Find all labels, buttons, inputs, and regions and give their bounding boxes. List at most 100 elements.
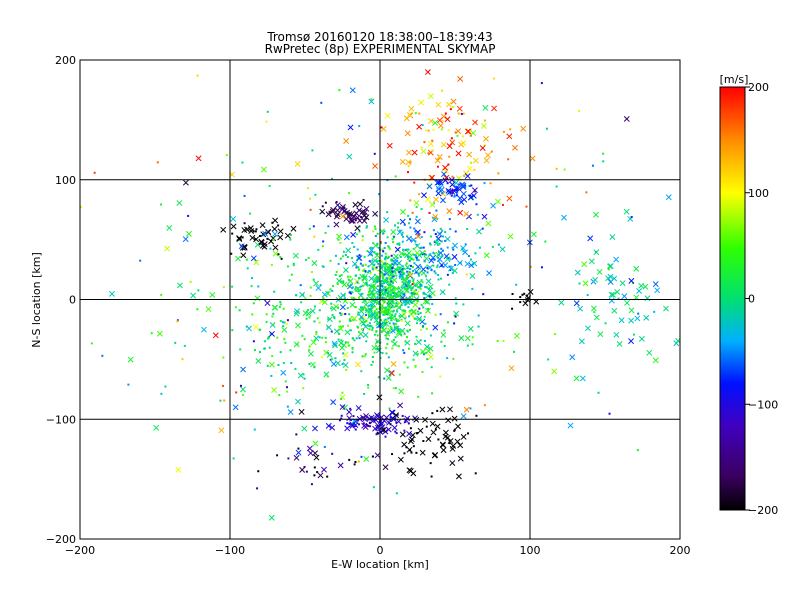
data-point-cross [567,422,574,429]
data-point-dot [346,256,349,259]
data-point-dot [318,336,321,339]
data-point-cross [584,325,591,332]
x-tick-label: 0 [377,544,384,557]
colorbar-tick-label: 200 [748,81,769,94]
data-point-dot [351,291,354,294]
data-point-cross [442,164,449,171]
data-point-dot [382,311,385,314]
data-point-dot [387,256,390,259]
data-point-dot [376,278,379,281]
data-point-cross [253,324,259,330]
data-point-dot [318,309,321,312]
data-point-cross [561,214,567,221]
data-point-dot [327,291,330,294]
data-point-cross [429,420,436,427]
data-point-dot [313,320,316,323]
data-point-dot [368,292,371,295]
data-point-dot [349,292,352,295]
data-point-dot [354,274,357,277]
data-point-dot [367,383,370,386]
data-point-dot [423,141,426,144]
data-point-cross [246,325,253,332]
data-point-dot [361,306,364,309]
data-point-cross [446,143,453,150]
data-point-dot [369,303,372,306]
data-point-dot [594,250,597,253]
data-point-cross [435,179,442,186]
data-point-dot [197,289,200,292]
data-point-dot [338,419,341,422]
data-point-dot [437,278,440,281]
data-point-dot [416,432,419,435]
data-point-dot [243,194,246,197]
data-point-dot [432,229,435,232]
data-point-dot [357,311,360,314]
data-point-dot [354,219,357,222]
data-point-dot [454,230,457,233]
data-point-dot [348,291,351,294]
data-point-dot [362,297,365,300]
data-point-dot [308,316,311,319]
data-point-cross [451,267,458,274]
data-point-dot [358,296,361,299]
data-point-dot [350,296,353,299]
data-point-dot [282,307,285,310]
data-point-dot [370,309,373,312]
x-tick-label: −100 [215,544,245,557]
data-point-dot [607,268,610,271]
data-point-dot [423,231,426,234]
data-point-dot [363,392,366,395]
data-point-dot [393,306,396,309]
data-point-cross [636,288,643,294]
data-point-dot [257,285,260,288]
data-point-cross [347,124,354,131]
data-point-cross [241,244,248,251]
data-point-cross [633,265,640,272]
data-point-cross [433,239,440,246]
data-point-dot [371,326,374,329]
data-point-dot [653,310,656,313]
data-point-dot [449,258,452,261]
data-point-dot [326,326,329,329]
data-point-dot [327,225,330,228]
data-point-cross [230,223,237,230]
data-point-dot [413,262,416,265]
y-tick-label: 200 [55,54,76,67]
data-point-dot [430,296,433,299]
data-point-dot [239,238,242,241]
data-point-dot [329,358,332,361]
data-point-dot [361,235,364,238]
data-point-dot [350,257,353,260]
data-point-dot [466,344,469,347]
data-point-dot [454,131,457,134]
data-point-dot [424,322,427,325]
data-point-cross [308,350,314,357]
data-point-dot [397,222,400,225]
data-point-dot [578,282,581,285]
data-point-dot [369,422,372,425]
data-point-dot [353,318,356,321]
data-point-cross [420,348,426,355]
data-point-dot [412,358,415,361]
data-point-dot [331,358,334,361]
data-point-dot [394,322,397,325]
data-point-dot [429,243,432,246]
data-point-cross [466,165,473,172]
data-point-dot [404,288,407,291]
data-point-cross [404,415,411,422]
data-point-cross [259,222,266,229]
data-point-dot [309,208,312,211]
data-point-dot [419,339,422,342]
data-point-dot [368,290,371,293]
data-point-dot [352,415,355,418]
data-point-dot [591,164,594,167]
data-point-cross [426,183,433,190]
data-point-dot [279,319,282,322]
data-point-dot [490,150,493,153]
data-point-dot [399,256,402,259]
data-point-cross [445,101,452,108]
data-point-cross [396,330,403,337]
data-point-dot [405,274,408,277]
data-point-dot [632,333,635,336]
data-point-cross [386,142,393,149]
